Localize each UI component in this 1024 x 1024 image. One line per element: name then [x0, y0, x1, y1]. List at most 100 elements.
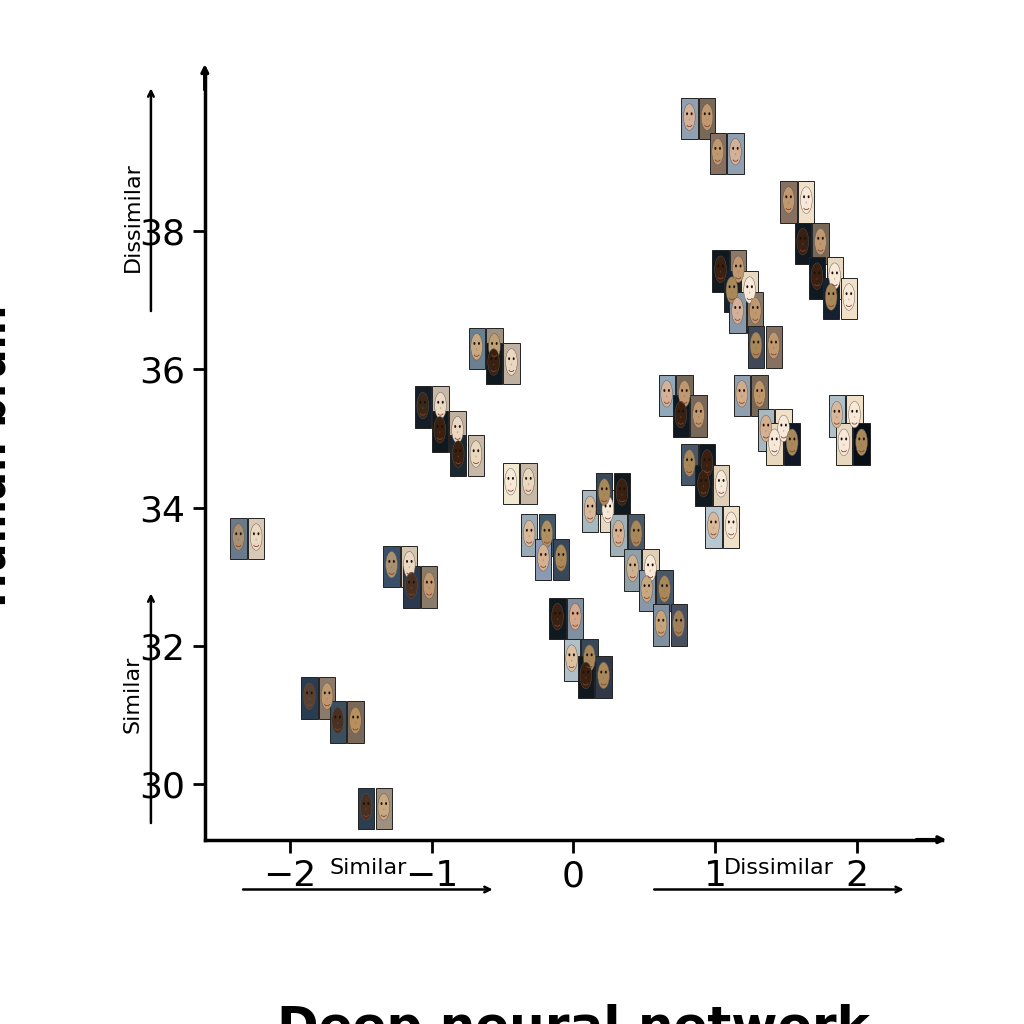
Ellipse shape [838, 410, 840, 413]
Ellipse shape [715, 520, 717, 523]
Ellipse shape [683, 450, 695, 476]
Ellipse shape [849, 401, 860, 428]
Ellipse shape [767, 424, 769, 427]
Ellipse shape [487, 349, 500, 375]
Ellipse shape [651, 563, 653, 566]
Bar [727, 132, 743, 174]
Bar [248, 518, 264, 559]
Bar [823, 278, 840, 319]
Ellipse shape [682, 410, 684, 413]
Bar [578, 656, 594, 697]
Bar [485, 343, 502, 384]
Bar [733, 375, 750, 416]
Ellipse shape [560, 559, 562, 561]
Bar [828, 395, 845, 437]
Ellipse shape [782, 186, 795, 213]
Ellipse shape [360, 794, 372, 820]
Bar [758, 410, 774, 451]
Bar [595, 656, 611, 697]
Ellipse shape [591, 653, 593, 656]
Ellipse shape [806, 202, 807, 204]
Ellipse shape [846, 292, 848, 295]
Bar [847, 395, 862, 437]
Ellipse shape [689, 465, 690, 467]
Bar [775, 410, 792, 451]
Ellipse shape [470, 440, 482, 467]
Ellipse shape [633, 528, 635, 531]
Ellipse shape [822, 237, 823, 240]
Bar [706, 506, 722, 548]
Bar [600, 490, 616, 531]
Ellipse shape [705, 479, 707, 482]
Ellipse shape [794, 437, 796, 440]
Ellipse shape [478, 342, 480, 345]
Ellipse shape [730, 526, 732, 528]
Ellipse shape [737, 312, 738, 314]
Ellipse shape [603, 677, 604, 679]
Ellipse shape [736, 381, 748, 408]
Ellipse shape [407, 560, 408, 563]
Ellipse shape [831, 271, 834, 274]
Ellipse shape [585, 677, 587, 679]
Text: Dissimilar: Dissimilar [724, 858, 834, 879]
Bar [853, 423, 869, 465]
Ellipse shape [726, 276, 737, 303]
Bar [653, 604, 669, 646]
Ellipse shape [604, 505, 606, 508]
Bar [486, 328, 503, 370]
Ellipse shape [329, 691, 331, 694]
Ellipse shape [615, 528, 617, 531]
Ellipse shape [381, 802, 383, 805]
Ellipse shape [837, 416, 838, 418]
Ellipse shape [617, 535, 620, 538]
Ellipse shape [643, 584, 645, 587]
Ellipse shape [568, 653, 570, 656]
Ellipse shape [411, 560, 413, 563]
Bar [690, 395, 707, 437]
Ellipse shape [741, 395, 742, 397]
Ellipse shape [787, 202, 790, 204]
Ellipse shape [830, 298, 831, 300]
Ellipse shape [774, 443, 775, 445]
Ellipse shape [649, 569, 651, 571]
Ellipse shape [409, 566, 410, 568]
Ellipse shape [790, 196, 792, 199]
Ellipse shape [428, 587, 430, 589]
Ellipse shape [571, 659, 572, 662]
Ellipse shape [622, 494, 623, 496]
Ellipse shape [697, 470, 710, 497]
Ellipse shape [457, 431, 458, 433]
Ellipse shape [712, 138, 724, 165]
Ellipse shape [707, 465, 708, 467]
Ellipse shape [598, 479, 610, 506]
Ellipse shape [729, 138, 741, 165]
Ellipse shape [754, 381, 765, 408]
Ellipse shape [797, 228, 809, 255]
Ellipse shape [828, 263, 841, 290]
Ellipse shape [337, 722, 338, 724]
Ellipse shape [732, 520, 734, 523]
Ellipse shape [830, 401, 843, 428]
Ellipse shape [678, 410, 680, 413]
Ellipse shape [786, 429, 798, 456]
Bar [521, 514, 538, 556]
Bar [748, 327, 764, 368]
Bar [450, 411, 466, 453]
Ellipse shape [783, 430, 784, 432]
Ellipse shape [803, 196, 805, 199]
Bar [539, 514, 555, 556]
Bar [681, 98, 697, 139]
Ellipse shape [664, 591, 666, 593]
Bar [673, 395, 689, 437]
Bar [567, 598, 584, 639]
Ellipse shape [585, 496, 596, 522]
Ellipse shape [681, 389, 683, 392]
Ellipse shape [664, 389, 666, 392]
Ellipse shape [496, 342, 498, 345]
Ellipse shape [660, 625, 662, 627]
Ellipse shape [717, 154, 719, 156]
Text: Dissimilar: Dissimilar [123, 162, 142, 272]
Ellipse shape [506, 349, 517, 375]
Ellipse shape [666, 584, 668, 587]
Bar [639, 569, 655, 611]
